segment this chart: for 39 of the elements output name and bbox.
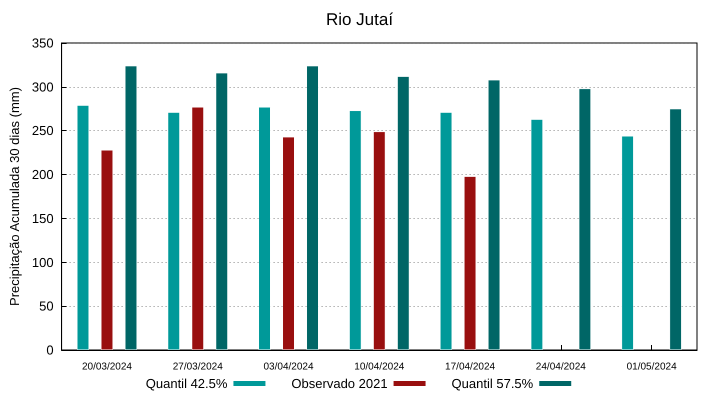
bar — [488, 80, 500, 350]
bar — [373, 132, 386, 350]
bar — [100, 150, 113, 350]
x-tick-label: 03/04/2024 — [263, 362, 314, 372]
x-tick-label: 20/03/2024 — [82, 362, 132, 372]
y-tick-label: 100 — [32, 254, 54, 270]
y-tick-label: 200 — [32, 167, 54, 182]
y-tick-label: 0 — [46, 342, 54, 358]
bar — [578, 88, 591, 350]
bar — [258, 107, 271, 350]
y-axis-title: Precipitação Acumulada 30 dias (mm) — [7, 87, 22, 306]
bar — [282, 136, 295, 350]
bar — [76, 105, 89, 350]
legend-label: Quantil 42.5% — [146, 376, 228, 391]
x-tick-label: 17/04/2024 — [445, 362, 496, 372]
bar — [440, 112, 452, 350]
bar — [306, 66, 319, 350]
bar — [192, 107, 204, 350]
y-tick-label: 50 — [39, 298, 54, 314]
bar — [349, 110, 362, 350]
bar — [124, 66, 137, 350]
x-tick-label: 24/04/2024 — [536, 362, 586, 372]
bar — [464, 176, 476, 350]
bar — [216, 72, 228, 350]
y-tick-label: 300 — [32, 79, 54, 94]
y-tick-label: 150 — [32, 210, 54, 226]
bar — [670, 108, 682, 350]
x-tick-label: 01/05/2024 — [626, 362, 678, 372]
y-tick-label: 350 — [32, 36, 54, 50]
x-tick-label: 10/04/2024 — [354, 362, 405, 372]
bar — [622, 136, 634, 350]
legend-label: Quantil 57.5% — [452, 376, 534, 391]
chart-title: Rio Jutaí — [326, 10, 394, 29]
bar — [530, 119, 543, 350]
y-tick-label: 250 — [32, 123, 54, 138]
bar — [168, 112, 180, 350]
x-tick-label: 27/03/2024 — [172, 362, 224, 372]
bar — [397, 76, 410, 350]
legend-label: Observado 2021 — [291, 376, 388, 391]
